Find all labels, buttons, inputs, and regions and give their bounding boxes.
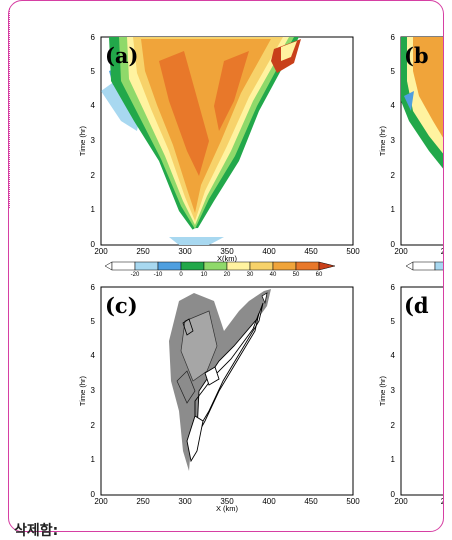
x-tick: 400 (262, 497, 276, 506)
colorbar-tick: 30 (247, 272, 254, 278)
colorbar-tick: 60 (316, 272, 323, 278)
colorbar-tick: -10 (154, 272, 163, 278)
y-tick: 5 (391, 67, 396, 76)
y-tick: 6 (391, 283, 396, 292)
panel-c-xlabel: X (km) (216, 504, 239, 513)
colorbar: -20 -10 0 10 20 30 40 50 60 (104, 261, 336, 278)
y-tick: 3 (391, 136, 396, 145)
panel-a: (a) 200 250 300 350 400 450 500 X(km) 0 … (78, 33, 360, 263)
x-tick: 300 (178, 497, 192, 506)
x-tick: 200 (94, 497, 108, 506)
x-tick: 250 (136, 247, 150, 256)
y-tick: 2 (391, 171, 396, 180)
y-tick: 2 (91, 171, 96, 180)
x-tick: 2 (441, 497, 444, 506)
y-tick: 5 (391, 317, 396, 326)
panel-a-contours (101, 37, 301, 245)
x-tick: 200 (394, 247, 408, 256)
colorbar-tick: 0 (179, 272, 183, 278)
x-tick: 350 (220, 247, 234, 256)
x-tick: 200 (94, 247, 108, 256)
y-tick: 2 (91, 421, 96, 430)
panel-c-xticks: 200 250 300 350 400 450 500 (94, 497, 360, 506)
colorbar-tick: 20 (224, 272, 231, 278)
y-tick: 4 (91, 101, 96, 110)
panel-c-yticks: 0 1 2 3 4 5 6 (91, 283, 96, 499)
x-tick: 500 (346, 497, 360, 506)
y-tick: 4 (391, 101, 396, 110)
y-tick: 0 (391, 490, 396, 499)
y-tick: 1 (391, 205, 396, 214)
y-tick: 6 (91, 283, 96, 292)
x-tick: 250 (136, 497, 150, 506)
deleted-label: 삭제함: (14, 523, 59, 539)
panel-a-xticks: 200 250 300 350 400 450 500 (94, 247, 360, 256)
panel-d-yticks: 0 1 2 3 4 5 6 (391, 283, 396, 499)
panel-b-ylabel: Time (hr) (378, 125, 387, 156)
y-tick: 3 (391, 386, 396, 395)
figure-canvas: (a) 200 250 300 350 400 450 500 X(km) 0 … (78, 33, 444, 513)
comment-connector-line (0, 8, 10, 208)
y-tick: 2 (391, 421, 396, 430)
x-tick: 300 (178, 247, 192, 256)
panel-b-contours (401, 37, 443, 169)
panel-d: (d 200 2 0 1 2 3 4 5 6 Time (hr) (378, 283, 444, 506)
y-tick: 0 (91, 490, 96, 499)
x-tick: 450 (304, 247, 318, 256)
panel-c-contours (169, 289, 271, 471)
y-tick: 6 (391, 33, 396, 42)
x-tick: 200 (394, 497, 408, 506)
panel-c-label: (c) (105, 293, 138, 318)
y-tick: 1 (91, 205, 96, 214)
colorbar-tick: -20 (131, 272, 140, 278)
panel-b-yticks: 0 1 2 3 4 5 6 (391, 33, 396, 249)
panel-a-ylabel: Time (hr) (78, 125, 87, 156)
x-tick: 2 (441, 247, 444, 256)
x-tick: 350 (220, 497, 234, 506)
panel-d-ylabel: Time (hr) (378, 375, 387, 406)
panel-c: (c) 200 250 300 350 400 450 500 X (km) 0… (78, 283, 360, 513)
colorbar-tick: 50 (293, 272, 300, 278)
x-tick: 450 (304, 497, 318, 506)
y-tick: 4 (391, 351, 396, 360)
y-tick: 5 (91, 67, 96, 76)
panel-a-yticks: 0 1 2 3 4 5 6 (91, 33, 96, 249)
y-tick: 6 (91, 33, 96, 42)
colorbar-tick: 10 (201, 272, 208, 278)
panel-b-label: (b (404, 43, 429, 68)
y-tick: 5 (91, 317, 96, 326)
y-tick: 3 (91, 386, 96, 395)
panel-a-xlabel: X(km) (217, 254, 237, 263)
y-tick: 4 (91, 351, 96, 360)
colorbar-tick: 40 (270, 272, 277, 278)
figure-card: (a) 200 250 300 350 400 450 500 X(km) 0 … (8, 0, 444, 532)
y-tick: 1 (91, 455, 96, 464)
y-tick: 0 (91, 240, 96, 249)
x-tick: 400 (262, 247, 276, 256)
panel-d-label: (d (404, 293, 429, 318)
x-tick: 500 (346, 247, 360, 256)
panel-a-label: (a) (105, 43, 138, 68)
panel-c-ylabel: Time (hr) (78, 375, 87, 406)
y-tick: 1 (391, 455, 396, 464)
y-tick: 3 (91, 136, 96, 145)
y-tick: 0 (391, 240, 396, 249)
panel-b: (b 200 2 0 1 2 3 4 5 6 Time (hr) (378, 33, 444, 271)
